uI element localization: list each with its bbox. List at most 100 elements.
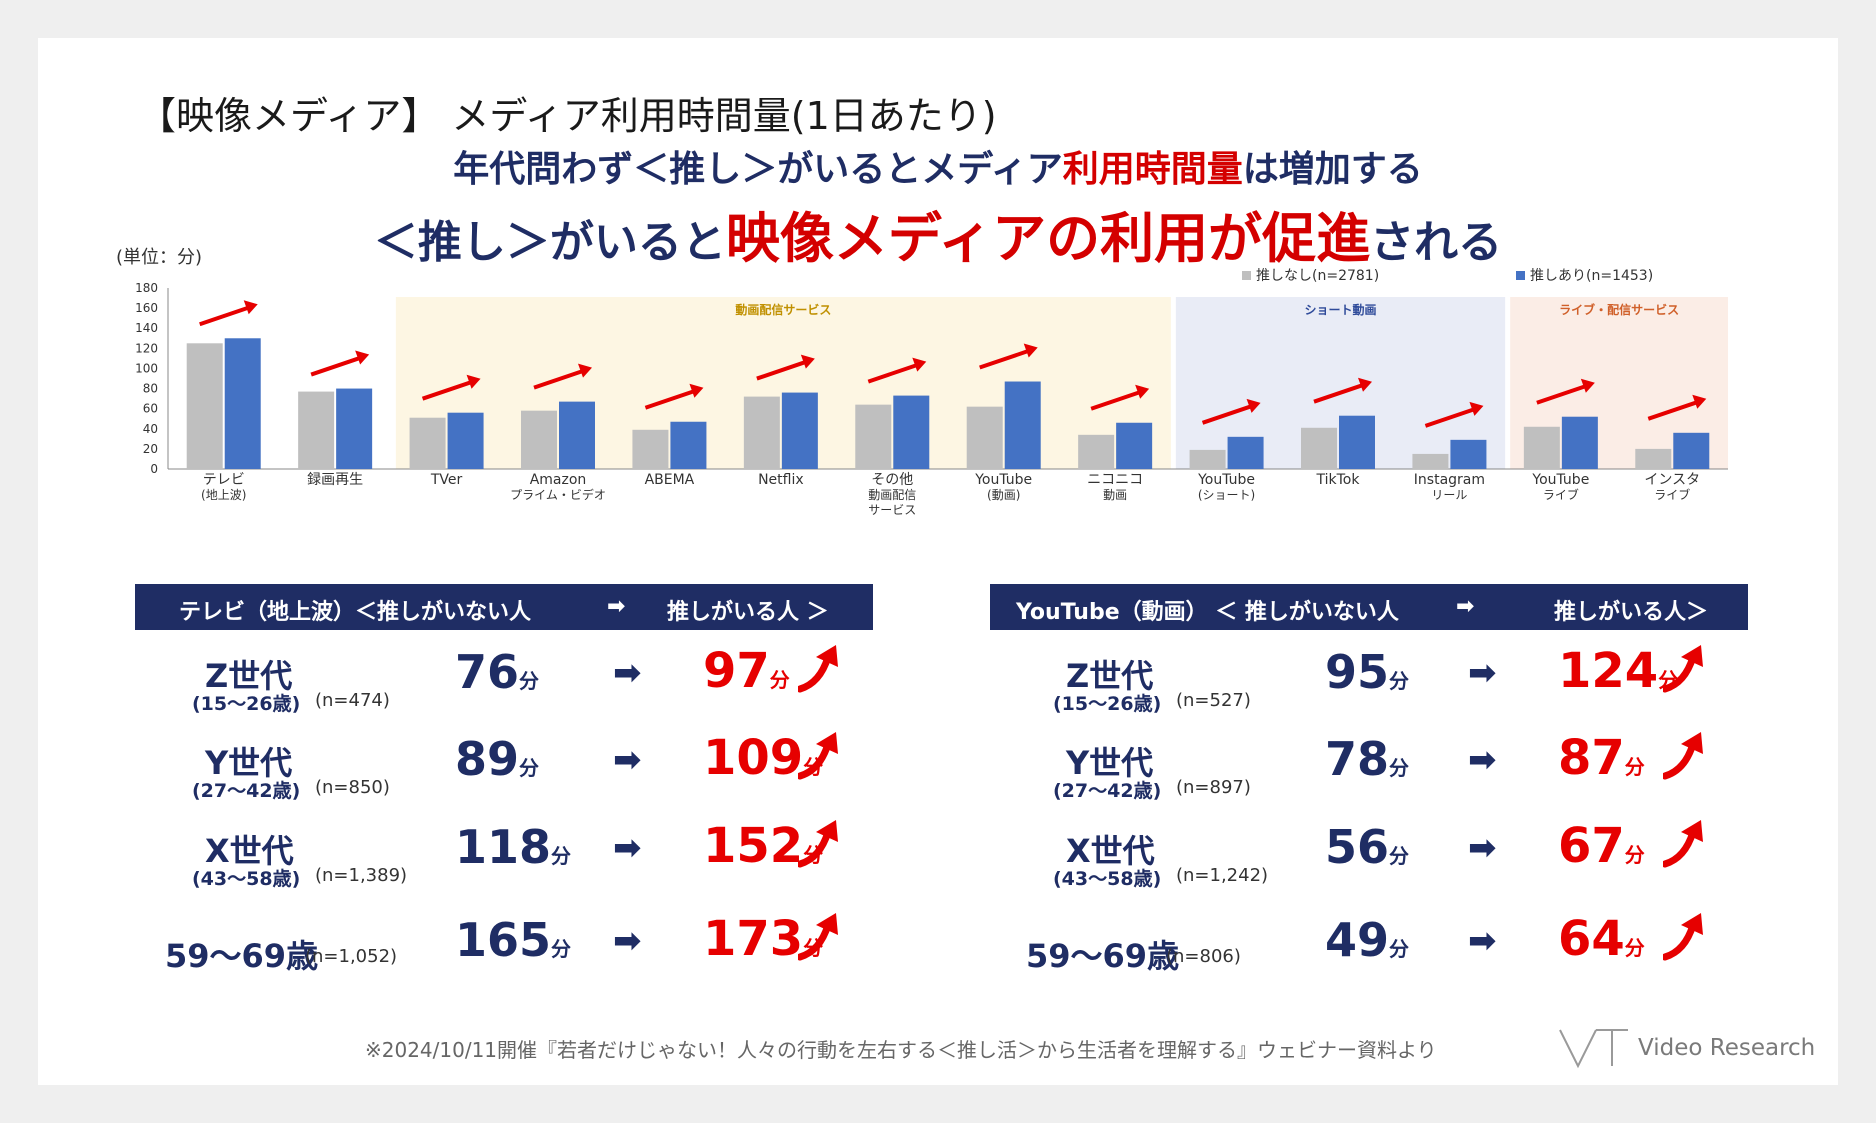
bar-no-oshi	[521, 410, 557, 469]
minutes-oshi-value: 152	[703, 818, 804, 874]
trend-arrow-head-icon	[466, 374, 481, 389]
age-range: (15～26歳)	[1053, 693, 1162, 715]
tv-header-right: 推しがいる人 ＞	[667, 600, 829, 625]
category-label: サービス	[868, 503, 916, 517]
sample-size: (n=1,052)	[305, 946, 398, 967]
trend-arrow-icon	[1536, 383, 1588, 405]
minutes-oshi: 97分	[703, 643, 790, 699]
y-tick-label: 80	[143, 382, 158, 396]
minutes-oshi-value: 124	[1558, 643, 1659, 699]
increase-arrow-icon	[1663, 732, 1703, 780]
slide: 【映像メディア】 メディア利用時間量(1日あたり) 年代問わず＜推し＞がいるとメ…	[38, 38, 1838, 1085]
trend-arrow-head-icon	[1692, 394, 1707, 409]
minutes-oshi: 87分	[1558, 730, 1645, 786]
trend-arrow-icon	[1424, 406, 1477, 428]
unit-note: (単位：分)	[116, 247, 203, 268]
trend-arrow-head-icon	[689, 383, 704, 398]
y-tick-label: 140	[135, 321, 158, 335]
bar-oshi	[1339, 415, 1375, 469]
category-label: インスタ	[1644, 472, 1700, 488]
y-tick-label: 60	[143, 402, 158, 416]
bar-oshi	[781, 392, 818, 469]
bar-oshi	[1673, 432, 1710, 469]
trend-arrow-icon	[1313, 382, 1365, 404]
y-tick-label: 40	[143, 422, 158, 436]
unit-label: 分	[1389, 669, 1410, 693]
bar-no-oshi	[1301, 427, 1337, 469]
generation-label: Y世代	[1066, 744, 1154, 782]
increase-arrow-icon	[798, 820, 838, 868]
generation-label: Y世代	[205, 744, 293, 782]
category-label: (動画)	[987, 488, 1020, 502]
category-label: ABEMA	[645, 472, 695, 488]
bar-no-oshi	[1412, 453, 1449, 469]
headline-2-part1: ＜推し＞がいると	[373, 217, 726, 268]
trend-arrow-head-icon	[578, 363, 592, 378]
generation-label: 59～69歳	[165, 937, 319, 975]
increase-arrow-icon	[1663, 913, 1703, 961]
generation-label: Z世代	[1066, 657, 1154, 695]
y-tick-label: 120	[135, 341, 158, 355]
unit-label: 分	[519, 669, 540, 693]
logo-text: Video Research	[1638, 1035, 1816, 1061]
category-label: YouTube	[974, 472, 1032, 488]
unit-label: 分	[1624, 936, 1645, 960]
legend-label: 推しあり(n=1453)	[1530, 268, 1653, 284]
trend-arrow-icon	[867, 362, 919, 384]
generation-label: 59～69歳	[1026, 937, 1180, 975]
footnote: ※2024/10/11開催『若者だけじゃない！人々の行動を左右する＜推し活＞から…	[365, 1038, 1437, 1062]
bar-oshi	[1004, 381, 1041, 469]
increase-arrow-icon	[798, 732, 838, 780]
minutes-oshi-value: 87	[1558, 730, 1625, 786]
minutes-no-oshi: 56分	[1325, 820, 1409, 874]
sample-size: (n=1,242)	[1176, 865, 1269, 886]
minutes-no-oshi-value: 78	[1325, 732, 1390, 786]
group-label: ライブ・配信サービス	[1559, 302, 1679, 317]
minutes-oshi-value: 173	[703, 911, 804, 967]
y-tick-label: 0	[150, 462, 158, 476]
bar-oshi	[336, 388, 373, 469]
unit-label: 分	[551, 844, 572, 868]
category-label: (地上波)	[201, 488, 246, 502]
tv-header-arrow-icon: ➡	[607, 594, 626, 619]
unit-label: 分	[1624, 843, 1645, 867]
trend-arrow-head-icon	[1358, 377, 1372, 392]
bar-no-oshi	[855, 404, 892, 469]
bar-no-oshi	[409, 417, 446, 469]
arrow-right-icon: ➡	[613, 921, 642, 961]
arrow-right-icon: ➡	[613, 653, 642, 693]
trend-arrow-head-icon	[1469, 401, 1484, 416]
bar-oshi	[1227, 436, 1264, 469]
minutes-no-oshi-value: 118	[455, 820, 552, 874]
bar-oshi	[1561, 416, 1598, 469]
unit-label: 分	[1389, 756, 1410, 780]
bar-no-oshi	[1078, 434, 1115, 469]
minutes-oshi: 109分	[703, 730, 823, 786]
age-range: (27～42歳)	[192, 780, 301, 802]
bar-oshi	[559, 401, 595, 469]
category-label: ライブ	[1543, 487, 1579, 502]
group-label: 動画配信サービス	[735, 302, 831, 317]
generation-label: Z世代	[205, 657, 293, 695]
category-label: 動画	[1103, 488, 1127, 502]
category-label: TVer	[430, 472, 463, 488]
category-label: リール	[1431, 488, 1467, 502]
minutes-no-oshi: 95分	[1325, 645, 1409, 699]
y-tick-label: 180	[135, 281, 158, 295]
increase-arrow-icon	[798, 913, 838, 961]
minutes-no-oshi: 165分	[455, 913, 571, 967]
increase-arrow-icon	[1663, 645, 1703, 693]
unit-label: 分	[1389, 844, 1410, 868]
headline-1: 年代問わず＜推し＞がいるとメディア利用時間量は増加する	[38, 140, 1838, 192]
trend-arrow-icon	[756, 359, 808, 381]
category-label: テレビ	[203, 472, 245, 488]
category-label: TikTok	[1316, 472, 1361, 488]
trend-arrow-icon	[1090, 389, 1142, 411]
trend-arrow-icon	[979, 348, 1031, 370]
unit-label: 分	[551, 937, 572, 961]
legend-swatch	[1242, 271, 1251, 280]
trend-arrow-head-icon	[1580, 378, 1595, 393]
headline-2: ＜推し＞がいると映像メディアの利用が促進される	[38, 194, 1838, 273]
minutes-no-oshi-value: 95	[1325, 645, 1390, 699]
category-label: その他	[871, 472, 913, 488]
